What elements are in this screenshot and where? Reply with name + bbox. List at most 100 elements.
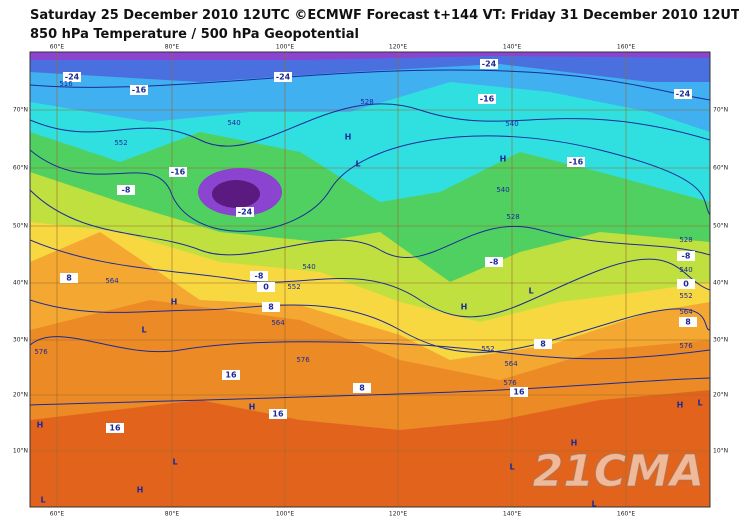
temperature-label: -16 (171, 168, 186, 177)
title: Saturday 25 December 2010 12UTC ©ECMWF F… (30, 8, 739, 23)
latitude-label: 60°N (13, 165, 28, 172)
longitude-label: 140°E (503, 44, 521, 51)
latitude-label: 40°N (713, 280, 728, 287)
geopotential-label: 516 (59, 80, 73, 88)
latitude-label: 70°N (713, 107, 728, 114)
pressure-center: H (249, 403, 256, 412)
temperature-label: 8 (540, 340, 546, 349)
subtitle: 850 hPa Temperature / 500 hPa Geopotenti… (30, 27, 359, 42)
temperature-label: -8 (490, 258, 499, 267)
pressure-center: H (500, 155, 507, 164)
pressure-center: H (571, 439, 578, 448)
pressure-center: H (677, 401, 684, 410)
latitude-label: 60°N (713, 165, 728, 172)
pressure-center: L (172, 458, 177, 467)
label-box (269, 409, 287, 419)
pressure-center: L (591, 500, 596, 509)
longitude-label: 160°E (617, 511, 635, 518)
latitude-label: 40°N (13, 280, 28, 287)
label-box (169, 167, 187, 177)
latitude-label: 20°N (13, 392, 28, 399)
longitude-label: 60°E (50, 511, 65, 518)
geopotential-contour (30, 299, 710, 353)
label-box (677, 251, 695, 261)
label-box (262, 302, 280, 312)
latitude-label: 20°N (713, 392, 728, 399)
label-box (130, 85, 148, 95)
label-box (250, 271, 268, 281)
label-box (485, 257, 503, 267)
geopotential-label: 552 (287, 283, 300, 291)
label-box (534, 339, 552, 349)
temperature-label: 8 (359, 384, 365, 393)
label-box (257, 282, 275, 292)
longitude-label: 120°E (389, 511, 407, 518)
label-box (567, 157, 585, 167)
geopotential-label: 576 (679, 342, 693, 350)
label-box (674, 89, 692, 99)
geopotential-label: 528 (360, 98, 373, 106)
latitude-label: 50°N (713, 223, 728, 230)
pressure-center: L (141, 326, 146, 335)
longitude-label: 140°E (503, 511, 521, 518)
latitude-label: 30°N (13, 337, 28, 344)
geopotential-label: 540 (496, 186, 509, 194)
label-box (478, 94, 496, 104)
geopotential-label: 576 (296, 356, 310, 364)
temperature-label: 0 (263, 283, 269, 292)
label-box (679, 317, 697, 327)
longitude-label: 160°E (617, 44, 635, 51)
pressure-center: L (509, 463, 514, 472)
geopotential-label: 552 (679, 292, 692, 300)
pressure-center: H (37, 421, 44, 430)
pressure-center: H (345, 133, 352, 142)
label-box (510, 387, 528, 397)
temperature-label: 16 (513, 388, 525, 397)
latitude-label: 10°N (13, 448, 28, 455)
temperature-label: -24 (238, 208, 253, 217)
temperature-label: -24 (65, 73, 80, 82)
latitude-label: 70°N (13, 107, 28, 114)
temperature-label: -16 (480, 95, 495, 104)
geopotential-contour (30, 377, 710, 406)
longitude-label: 120°E (389, 44, 407, 51)
longitude-label: 60°E (50, 44, 65, 51)
longitude-label: 100°E (276, 511, 294, 518)
label-box (274, 72, 292, 82)
geopotential-contour (30, 336, 710, 360)
geopotential-label: 564 (105, 277, 119, 285)
temperature-label: -24 (276, 73, 291, 82)
label-box (222, 370, 240, 380)
label-box (63, 72, 81, 82)
pressure-center: L (355, 160, 360, 169)
label-box (106, 423, 124, 433)
geopotential-label: 540 (679, 266, 692, 274)
temperature-label: 8 (685, 318, 691, 327)
geopotential-contour (30, 189, 710, 259)
geopotential-label: 528 (679, 236, 692, 244)
cold-core (212, 180, 260, 208)
longitude-label: 100°E (276, 44, 294, 51)
label-box (236, 207, 254, 217)
pressure-center: L (528, 287, 533, 296)
geopotential-label: 552 (114, 139, 127, 147)
geopotential-label: 564 (271, 319, 285, 327)
geopotential-label: 540 (505, 120, 518, 128)
geopotential-label: 540 (227, 119, 240, 127)
label-box (353, 383, 371, 393)
band (30, 52, 710, 60)
pressure-center: H (137, 486, 144, 495)
pressure-center: H (171, 298, 178, 307)
geopotential-contour (30, 103, 710, 147)
temperature-label: 8 (268, 303, 274, 312)
temperature-label: -16 (132, 86, 147, 95)
map-frame (29, 51, 711, 508)
pressure-center: H (461, 303, 468, 312)
temperature-label: -24 (676, 90, 691, 99)
temperature-label: 16 (109, 424, 121, 433)
pressure-center: L (40, 496, 45, 505)
label-box (677, 279, 695, 289)
geopotential-label: 564 (504, 360, 518, 368)
pressure-center: L (697, 399, 702, 408)
